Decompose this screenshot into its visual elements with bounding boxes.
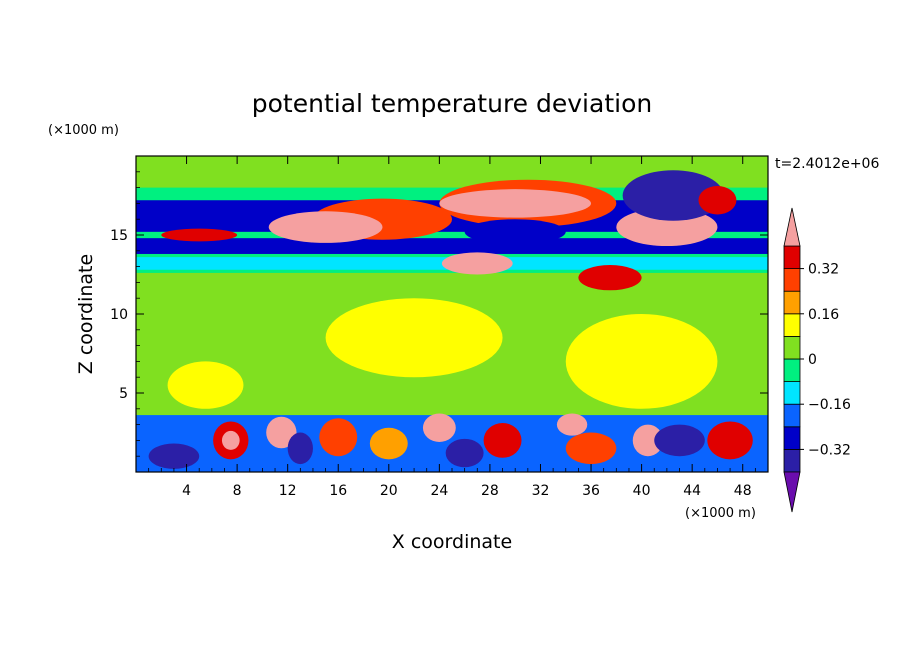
y-tick-label-10: 10 xyxy=(110,307,128,323)
colorbar-box-5 xyxy=(783,335,801,360)
field-blob-15 xyxy=(221,430,240,450)
field-blob-22 xyxy=(565,432,617,465)
x-tick-label-48: 48 xyxy=(734,483,752,499)
colorbar-box-8 xyxy=(783,268,801,292)
x-tick-label-36: 36 xyxy=(582,483,600,499)
colorbar: −0.32 −0.16 0 0.16 0.32 xyxy=(783,207,851,513)
field-blob-13 xyxy=(167,361,244,409)
field-blob-12 xyxy=(325,298,503,378)
field-blob-8 xyxy=(578,265,642,291)
field-blob-9 xyxy=(698,186,737,215)
field-band-2 xyxy=(136,238,768,254)
chart-title: potential temperature deviation xyxy=(252,89,652,118)
field-blob-25 xyxy=(148,443,200,469)
colorbar-box-6 xyxy=(783,313,801,337)
colorbar-box-2 xyxy=(783,403,801,428)
field-blob-5 xyxy=(464,219,566,245)
colorbar-box-3 xyxy=(783,381,801,405)
x-unit-label: (×1000 m) xyxy=(685,506,756,521)
x-tick-label-4: 4 xyxy=(182,483,191,499)
colorbar-label-0: −0.32 xyxy=(808,442,851,458)
field-blob-3 xyxy=(439,189,592,218)
colorbar-box-4 xyxy=(783,358,801,383)
colorbar-box-0 xyxy=(783,448,801,473)
colorbar-box-1 xyxy=(783,426,801,450)
time-label: t=2.4012e+06 xyxy=(775,156,879,172)
colorbar-top-arrow xyxy=(783,207,801,247)
colorbar-bottom-arrow xyxy=(783,471,801,513)
y-unit-label: (×1000 m) xyxy=(48,123,119,138)
x-tick-label-24: 24 xyxy=(430,483,448,499)
y-axis-label: Z coordinate xyxy=(75,254,97,374)
x-tick-label-8: 8 xyxy=(233,483,242,499)
colorbar-label-4: 0.32 xyxy=(808,262,839,278)
colorbar-label-1: −0.16 xyxy=(808,397,851,413)
field-blob-7 xyxy=(441,252,513,275)
x-axis-label: X coordinate xyxy=(392,531,512,553)
colorbar-label-2: 0 xyxy=(808,352,817,368)
field-blob-21 xyxy=(556,413,588,436)
field-blob-10 xyxy=(161,228,238,242)
x-tick-label-44: 44 xyxy=(683,483,701,499)
field-blob-19 xyxy=(422,413,456,442)
field-blob-24 xyxy=(707,421,753,460)
field-blob-27 xyxy=(445,438,484,468)
x-axis: 4 8 12 16 20 24 28 32 36 40 44 48 xyxy=(148,156,756,499)
field-blob-28 xyxy=(654,424,705,457)
x-tick-label-40: 40 xyxy=(633,483,651,499)
contour-field xyxy=(136,156,768,472)
colorbar-box-7 xyxy=(783,290,801,315)
field-blob-26 xyxy=(287,432,313,465)
x-tick-label-20: 20 xyxy=(380,483,398,499)
x-tick-label-28: 28 xyxy=(481,483,499,499)
x-tick-label-12: 12 xyxy=(279,483,297,499)
field-blob-18 xyxy=(369,427,408,460)
y-tick-label-5: 5 xyxy=(119,386,128,402)
field-blob-16 xyxy=(266,416,297,449)
field-blob-6 xyxy=(622,170,724,221)
x-tick-label-32: 32 xyxy=(532,483,550,499)
colorbar-label-3: 0.16 xyxy=(808,307,839,323)
field-blob-23 xyxy=(632,424,664,457)
x-tick-label-16: 16 xyxy=(329,483,347,499)
field-blob-17 xyxy=(319,418,358,457)
field-blob-20 xyxy=(483,423,522,458)
y-axis: 5 10 15 xyxy=(110,171,768,457)
field-blob-1 xyxy=(268,211,383,243)
colorbar-box-9 xyxy=(783,245,801,270)
field-blob-11 xyxy=(565,314,718,409)
y-tick-label-15: 15 xyxy=(110,228,128,244)
